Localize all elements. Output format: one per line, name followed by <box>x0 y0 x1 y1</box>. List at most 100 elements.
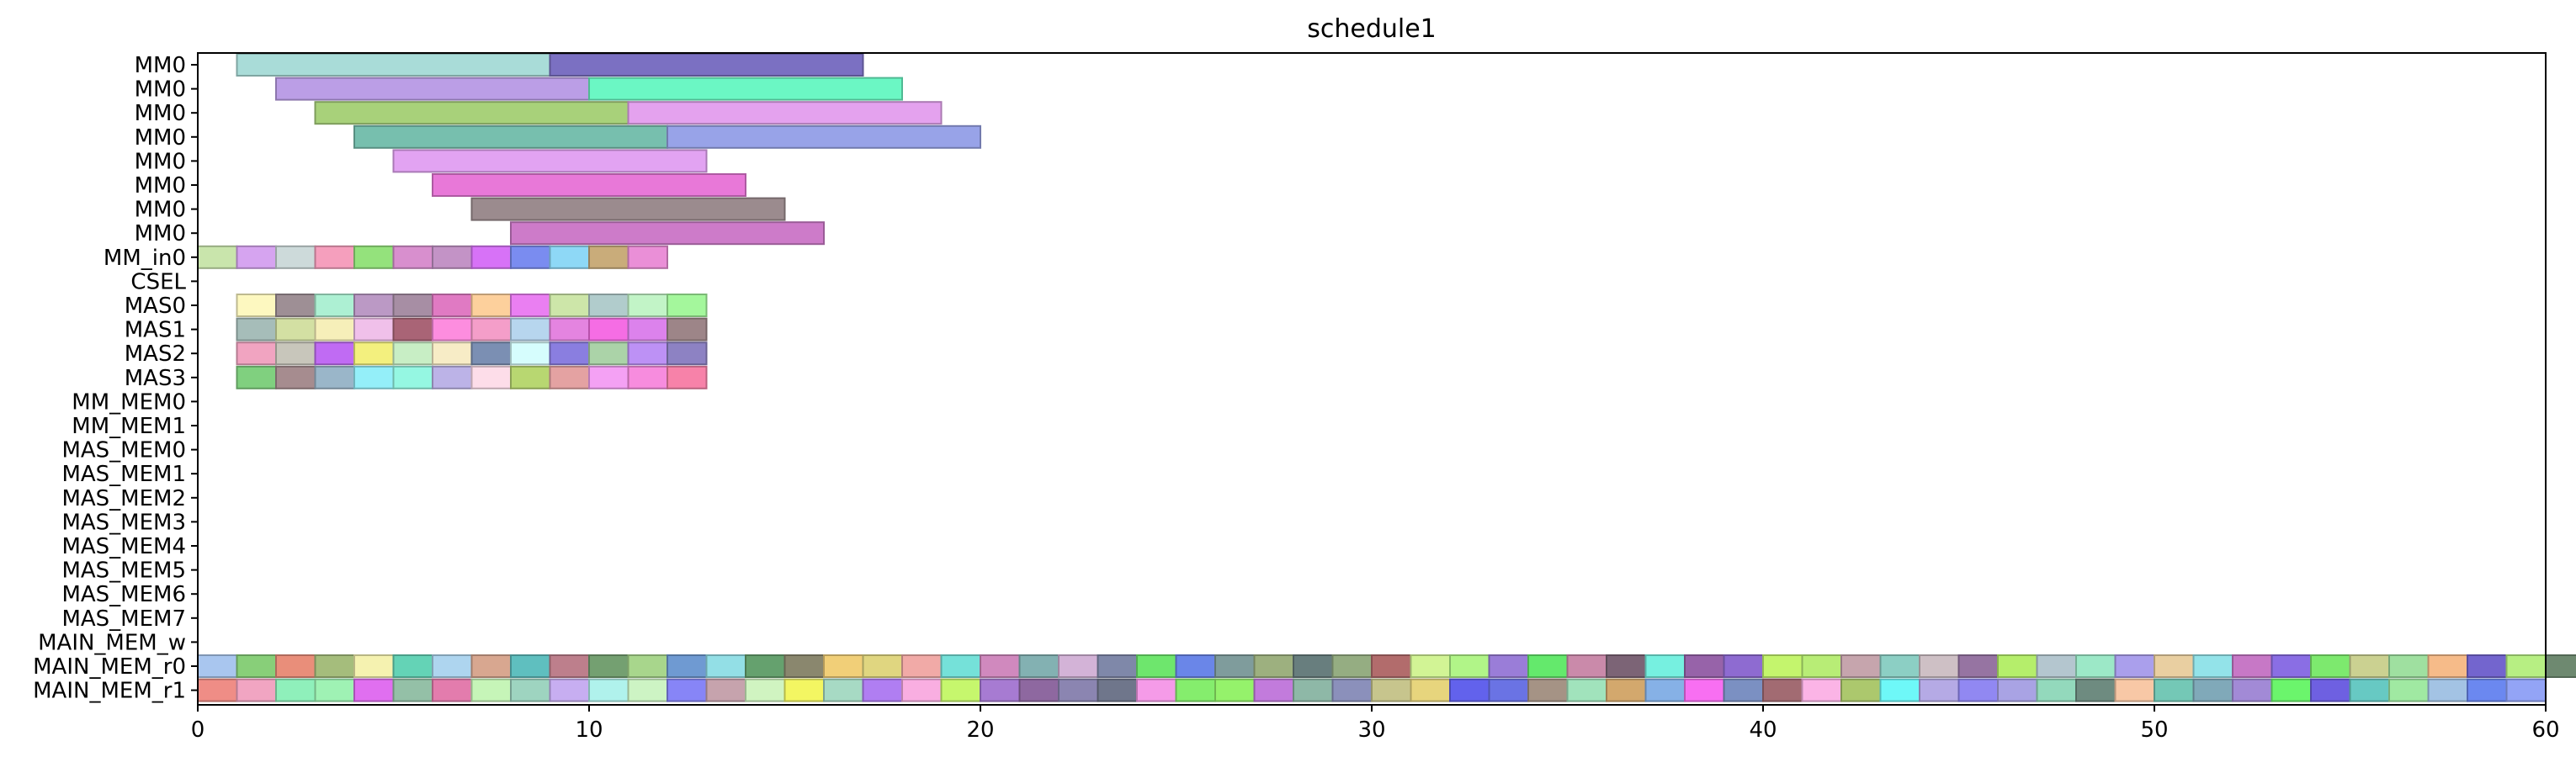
slot-MAIN_MEM_r1-56 <box>2389 679 2429 701</box>
slot-MAS3-11 <box>667 366 707 389</box>
slot-MAIN_MEM_r0-39 <box>1724 655 1763 677</box>
slot-MAIN_MEM_r1-37 <box>1645 679 1685 701</box>
slot-MAIN_MEM_r0-31 <box>1410 655 1450 677</box>
slot-MAIN_MEM_r0-20 <box>980 655 1020 677</box>
task-bar-11 <box>511 222 824 245</box>
slot-MAIN_MEM_r0-6 <box>433 655 472 677</box>
task-bar-5 <box>628 102 942 124</box>
y-tick-label: MM0 <box>135 53 186 78</box>
slot-MAIN_MEM_r1-45 <box>1958 679 1998 701</box>
slot-MAIN_MEM_r0-9 <box>550 655 589 677</box>
slot-MAIN_MEM_r1-24 <box>1137 679 1176 701</box>
slot-MAIN_MEM_r0-37 <box>1645 655 1685 677</box>
slot-MAIN_MEM_r1-1 <box>236 679 276 701</box>
task-bar-9 <box>433 174 746 196</box>
slot-MAIN_MEM_r1-29 <box>1332 679 1372 701</box>
y-tick-label: MM0 <box>135 173 186 199</box>
slot-MAIN_MEM_r1-25 <box>1176 679 1215 701</box>
slot-MAS1-6 <box>471 318 511 341</box>
slot-MAIN_MEM_r0-19 <box>941 655 980 677</box>
slot-MAIN_MEM_r0-56 <box>2389 655 2429 677</box>
y-tick-label: MAS_MEM5 <box>61 558 186 584</box>
slot-MAIN_MEM_r1-31 <box>1410 679 1450 701</box>
task-bar-10 <box>471 198 785 220</box>
slot-MAS3-4 <box>393 366 433 389</box>
slot-MAIN_MEM_r1-21 <box>1019 679 1059 701</box>
slot-MAIN_MEM_r0-49 <box>2115 655 2154 677</box>
slot-MAIN_MEM_r1-42 <box>1841 679 1881 701</box>
slot-MAIN_MEM_r0-14 <box>746 655 785 677</box>
slot-MAIN_MEM_r1-6 <box>433 679 472 701</box>
y-tick-label: MM_MEM1 <box>72 414 186 439</box>
task-bar-11-edge <box>510 221 825 246</box>
slot-MAS2-6 <box>471 342 511 365</box>
y-tick-label: MM0 <box>135 101 186 126</box>
x-tick-label: 20 <box>966 717 994 743</box>
slot-MAIN_MEM_r0-54 <box>2311 655 2350 677</box>
slot-MAIN_MEM_r1-10 <box>589 679 629 701</box>
slot-MAS1-11-edge <box>667 317 708 341</box>
y-tick-label: MM0 <box>135 198 186 223</box>
slot-MAIN_MEM_r1-44 <box>1920 679 1959 701</box>
slot-MAIN_MEM_r1-30 <box>1372 679 1411 701</box>
slot-MAS3-3 <box>354 366 394 389</box>
slot-MAIN_MEM_r1-33 <box>1489 679 1528 701</box>
slot-MAS0-8 <box>550 294 589 316</box>
slot-MAS2-11-edge <box>667 341 708 366</box>
slot-MAIN_MEM_r1-35 <box>1567 679 1607 701</box>
slot-MAS3-10 <box>628 366 667 389</box>
slot-MAIN_MEM_r1-39 <box>1724 679 1763 701</box>
y-tick-label: MAS_MEM2 <box>61 486 186 511</box>
slot-MAS2-4 <box>393 342 433 365</box>
slot-MAS0-5 <box>433 294 472 316</box>
slot-MAS0-11 <box>667 294 707 316</box>
slot-MAIN_MEM_r1-47 <box>2037 679 2076 701</box>
slot-MAIN_MEM_r0-45 <box>1958 655 1998 677</box>
y-tick-label: MAS_MEM6 <box>61 582 186 607</box>
slot-MAS3-8 <box>550 366 589 389</box>
slot-MAS1-11 <box>667 318 707 341</box>
slot-MAS3-5 <box>433 366 472 389</box>
slot-MAIN_MEM_r0-38 <box>1685 655 1724 677</box>
task-bar-2 <box>276 77 589 100</box>
slot-MAS0-10 <box>628 294 667 316</box>
slot-MAIN_MEM_r0-29 <box>1332 655 1372 677</box>
slot-MM_in0-7 <box>471 246 511 268</box>
slot-MAIN_MEM_r0-18 <box>902 655 942 677</box>
slot-MAIN_MEM_r0-23 <box>1097 655 1137 677</box>
slot-MAIN_MEM_r0-26 <box>1215 655 1255 677</box>
slot-MAIN_MEM_r0-21 <box>1019 655 1059 677</box>
slot-MAIN_MEM_r0-36 <box>1607 655 1646 677</box>
slot-MAIN_MEM_r1-49 <box>2115 679 2154 701</box>
slot-MAS2-11 <box>667 342 707 365</box>
y-tick-label: MAIN_MEM_w <box>38 630 186 655</box>
slot-MAIN_MEM_r1-48 <box>2076 679 2116 701</box>
slot-MAIN_MEM_r1-12 <box>667 679 707 701</box>
slot-MAIN_MEM_r0-53 <box>2271 655 2311 677</box>
slot-MM_in0-6 <box>433 246 472 268</box>
slot-MAIN_MEM_r0-12 <box>667 655 707 677</box>
y-tick-label: MAS_MEM3 <box>61 510 186 535</box>
slot-MAIN_MEM_r0-42 <box>1841 655 1881 677</box>
task-bar-10-edge <box>470 197 786 221</box>
slot-MAS0-11-edge <box>667 294 708 317</box>
slot-MAIN_MEM_r0-43 <box>1880 655 1920 677</box>
slot-MAS1-0 <box>236 318 276 341</box>
slot-MAIN_MEM_r1-4 <box>354 679 394 701</box>
slot-MAIN_MEM_r0-22 <box>1059 655 1098 677</box>
slot-MAIN_MEM_r1-40 <box>1763 679 1803 701</box>
slot-MAS2-5 <box>433 342 472 365</box>
slot-MAS0-0 <box>236 294 276 316</box>
slot-MAIN_MEM_r1-9 <box>550 679 589 701</box>
slot-MAS3-1 <box>276 366 316 389</box>
slot-MAIN_MEM_r0-0 <box>198 655 237 677</box>
slot-MAIN_MEM_r0-52 <box>2233 655 2272 677</box>
task-bar-5-edge <box>627 101 943 125</box>
slot-MAIN_MEM_r1-55 <box>2350 679 2389 701</box>
task-bar-8 <box>393 150 707 172</box>
y-tick-label: MAIN_MEM_r1 <box>33 679 186 704</box>
y-tick-label: MAS3 <box>125 366 186 391</box>
slot-MAIN_MEM_r1-50 <box>2154 679 2194 701</box>
y-tick-label: MAS2 <box>125 341 186 367</box>
y-tick-label: MAS1 <box>125 318 186 343</box>
